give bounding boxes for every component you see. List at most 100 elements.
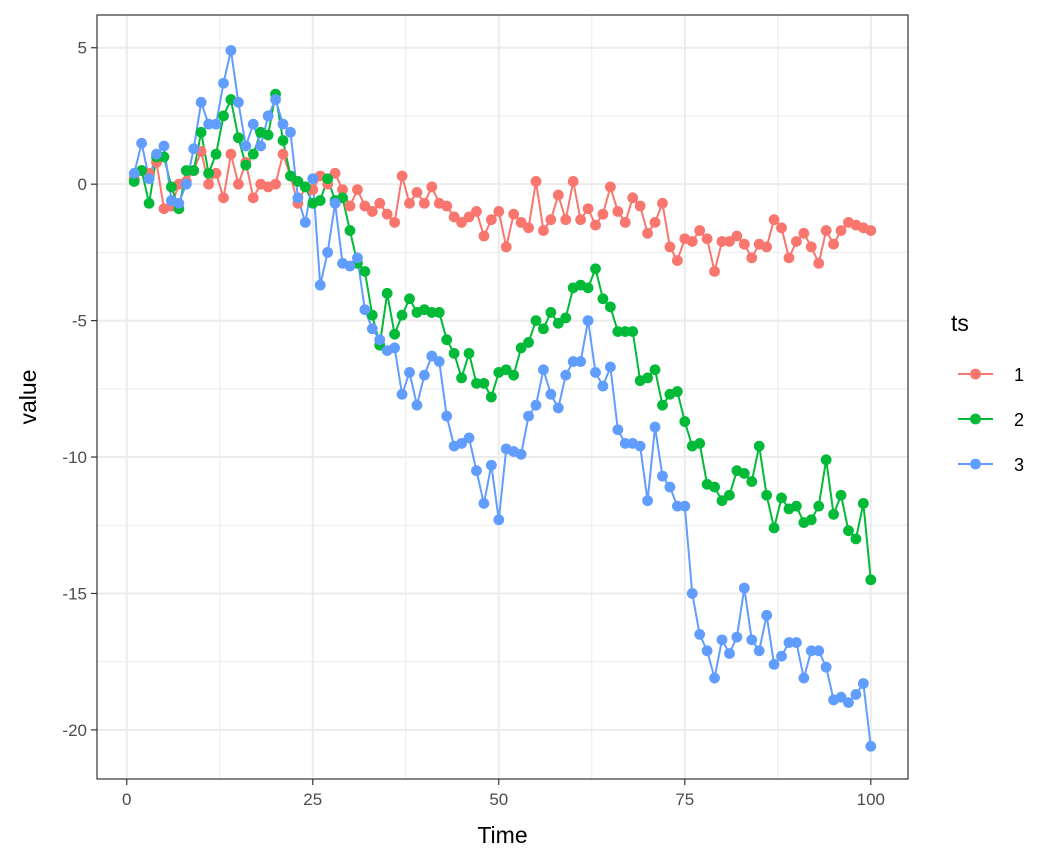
series-1-point xyxy=(441,200,453,212)
series-3-point xyxy=(649,421,661,433)
series-3-point xyxy=(857,678,869,689)
series-1-point xyxy=(448,211,460,223)
series-2-point xyxy=(478,377,490,389)
series-1-point xyxy=(694,225,706,236)
series-2-point xyxy=(232,132,244,144)
series-3-point xyxy=(738,582,750,594)
series-2-point xyxy=(485,391,497,403)
x-axis-title: Time xyxy=(477,822,527,848)
series-3-point xyxy=(671,500,683,512)
series-3-point xyxy=(679,500,691,512)
series-3-point xyxy=(538,364,549,376)
series-1-point xyxy=(671,255,683,266)
series-3-point xyxy=(485,459,497,471)
series-1-point xyxy=(247,192,259,204)
legend-key-point-1 xyxy=(970,368,981,380)
series-2-point xyxy=(865,574,877,586)
series-2-point xyxy=(657,399,668,411)
series-3-point xyxy=(604,361,616,373)
series-2-point xyxy=(612,326,624,337)
series-2-point xyxy=(285,170,296,182)
series-3-point xyxy=(471,465,482,477)
series-1-point xyxy=(210,167,222,179)
series-2-point xyxy=(240,159,252,171)
series-2-point xyxy=(128,176,140,187)
x-tick-label: 25 xyxy=(303,790,322,809)
series-2-point xyxy=(642,372,653,384)
series-2-point xyxy=(619,326,631,337)
series-2-point xyxy=(850,533,862,545)
series-2-point xyxy=(195,126,207,138)
minor-gridlines xyxy=(97,15,908,779)
series-1-point xyxy=(746,252,758,264)
series-1-point xyxy=(768,214,780,226)
series-2-point xyxy=(448,347,460,359)
series-2-point xyxy=(790,500,802,512)
series-1-point xyxy=(664,241,676,253)
series-3-point xyxy=(619,437,631,449)
series-3-point xyxy=(865,740,877,752)
series-2-point xyxy=(396,309,408,321)
series-3-point xyxy=(136,137,148,149)
series-1-point xyxy=(463,211,475,223)
legend-key-point-3 xyxy=(970,458,981,470)
series-3-point xyxy=(724,648,735,659)
series-2-point xyxy=(768,522,780,534)
legend-label-2: 2 xyxy=(1014,410,1024,430)
series-1-point xyxy=(366,206,378,217)
series-3-point xyxy=(277,118,289,130)
series-3-point xyxy=(709,672,720,684)
plot-panel-border xyxy=(96,14,909,780)
series-2-point xyxy=(299,181,311,193)
legend-key-point-2 xyxy=(970,413,981,425)
series-1-point xyxy=(701,233,713,245)
series-3-point xyxy=(426,350,438,362)
series-3-point xyxy=(790,637,802,648)
series-2-point xyxy=(381,287,393,299)
series-1-point xyxy=(731,230,743,242)
y-tick-label: 0 xyxy=(78,175,87,194)
legend-label-1: 1 xyxy=(1014,365,1024,385)
series-1-point xyxy=(612,206,624,217)
series-3-point xyxy=(270,94,281,105)
series-3-point xyxy=(180,178,192,190)
series-1-point xyxy=(359,200,371,212)
series-3-point xyxy=(396,388,408,400)
series-2-point xyxy=(277,135,289,146)
series-2-point xyxy=(716,495,728,507)
series-3-point xyxy=(835,691,847,703)
series-2-point xyxy=(203,167,215,179)
series-2-point xyxy=(143,197,155,209)
series-2-point xyxy=(515,342,527,354)
series-2-point xyxy=(627,326,639,337)
series-3-point xyxy=(813,645,825,657)
series-1-point xyxy=(352,184,363,196)
series-3-point xyxy=(597,380,609,392)
series-1-point xyxy=(634,200,646,212)
series-3-point xyxy=(783,637,795,648)
series-3-point xyxy=(210,118,222,130)
series-3-point xyxy=(247,118,259,130)
series-1-point xyxy=(604,181,616,193)
series-1-point xyxy=(724,236,735,247)
series-1-point xyxy=(426,181,438,193)
series-3-point xyxy=(456,437,467,449)
series-3-point xyxy=(344,260,356,272)
series-2-point xyxy=(649,364,661,376)
series-1-point xyxy=(761,241,773,253)
series-1-point xyxy=(657,197,668,209)
series-2-point xyxy=(389,328,401,340)
series-2-point xyxy=(508,369,520,381)
series-3-point xyxy=(761,609,773,621)
series-3-point xyxy=(366,323,378,335)
y-axis-title: value xyxy=(15,370,41,425)
series-2-point xyxy=(694,437,706,449)
legend-title: ts xyxy=(951,310,969,336)
series-3-point xyxy=(262,110,274,122)
series-3-point xyxy=(664,481,676,493)
series-3-point xyxy=(418,369,430,381)
series-2-point xyxy=(746,476,758,487)
series-2-point xyxy=(463,347,475,359)
series-3-point xyxy=(731,631,743,643)
